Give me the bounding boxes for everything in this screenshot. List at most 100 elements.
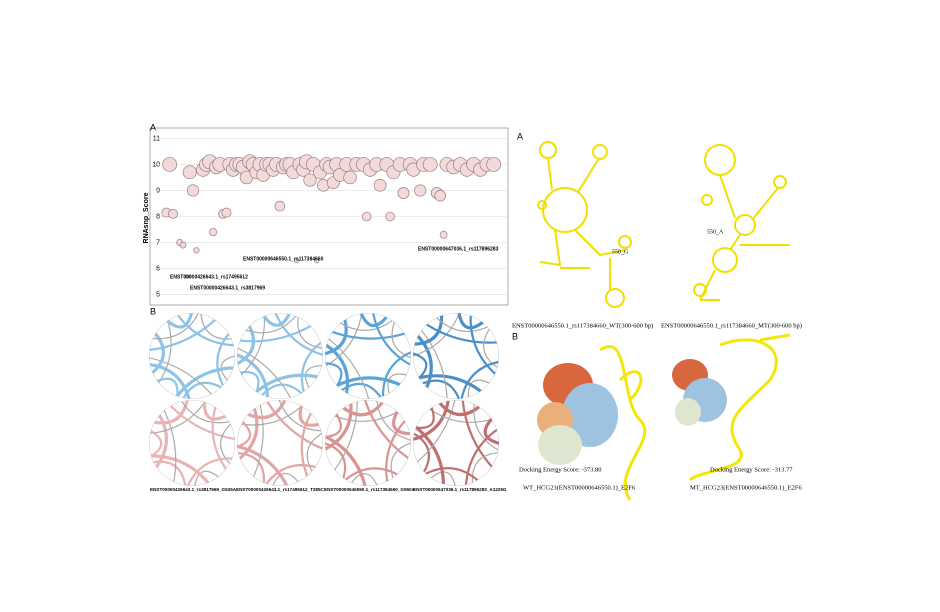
arc xyxy=(342,401,384,417)
panel-label: B xyxy=(150,306,156,316)
arc xyxy=(457,313,484,330)
arc xyxy=(387,373,407,394)
arc xyxy=(414,315,444,346)
arc xyxy=(413,352,428,379)
arc-diagrams xyxy=(149,313,499,486)
point xyxy=(486,157,502,172)
arc xyxy=(334,411,398,422)
arc xyxy=(166,313,194,329)
arc xyxy=(413,313,460,357)
arc xyxy=(175,366,234,398)
point xyxy=(343,170,357,185)
arc xyxy=(328,338,370,399)
arc xyxy=(426,323,497,344)
arc xyxy=(150,401,206,434)
arc xyxy=(239,324,312,343)
arc xyxy=(331,330,406,340)
arc-label: ENST00000647036.1_rs117896283_A1229G xyxy=(413,487,507,492)
arc xyxy=(298,405,320,427)
arc xyxy=(416,400,456,463)
point xyxy=(439,230,448,239)
arc xyxy=(421,329,448,399)
arc xyxy=(177,314,234,347)
arc xyxy=(416,335,433,389)
arc xyxy=(363,400,409,460)
point xyxy=(193,247,200,254)
arc xyxy=(154,400,189,425)
arc xyxy=(325,413,342,439)
arc xyxy=(155,414,168,468)
docking-caption: MT_HCG23(ENST00000646550.1)_E2F6 xyxy=(690,484,803,491)
text-labels: ENST00000426643.1_rs3817969_G535A ENST000… xyxy=(150,229,803,492)
arc-diagram xyxy=(149,313,235,399)
arc xyxy=(255,373,318,394)
arc xyxy=(461,400,493,468)
arc xyxy=(376,400,411,441)
y-tick-label: 9 xyxy=(156,187,160,194)
arc xyxy=(163,409,177,483)
arc xyxy=(152,313,199,340)
arc-diagram xyxy=(413,400,499,486)
arc xyxy=(391,321,411,359)
point xyxy=(187,274,192,279)
arc-circle xyxy=(325,400,411,486)
arc xyxy=(169,404,235,441)
arc xyxy=(344,467,398,481)
arc xyxy=(438,402,481,417)
point xyxy=(162,157,178,172)
arc xyxy=(181,400,230,424)
arc-diagram xyxy=(237,313,323,399)
arc xyxy=(240,371,260,393)
annotation: ENST00000426643.1_rs3817969 xyxy=(190,285,265,291)
arc xyxy=(460,360,499,399)
arc-diagram xyxy=(413,313,499,399)
arc xyxy=(436,317,488,332)
point xyxy=(179,241,187,249)
point xyxy=(274,200,286,212)
panel-label: A xyxy=(517,131,523,141)
mutation-label: 550_A xyxy=(707,229,724,235)
arc xyxy=(304,365,322,388)
arc xyxy=(220,423,232,464)
arc xyxy=(340,320,393,331)
arc xyxy=(418,374,482,393)
arc xyxy=(237,421,252,448)
arc xyxy=(237,444,289,486)
point xyxy=(294,258,300,264)
arc xyxy=(325,313,363,367)
arc xyxy=(150,429,163,458)
arc xyxy=(238,407,259,460)
arc xyxy=(413,400,450,441)
panel-label: B xyxy=(512,331,518,341)
arc-diagram xyxy=(237,400,323,486)
arc-label: ENST00000646550.1_rs117384660_G550A xyxy=(324,487,416,492)
arc xyxy=(278,400,322,432)
arc xyxy=(202,401,227,421)
arc xyxy=(429,408,493,423)
arc xyxy=(414,425,446,485)
arc xyxy=(464,428,498,485)
arc xyxy=(359,313,388,328)
point xyxy=(373,178,387,192)
arc xyxy=(216,333,230,387)
point xyxy=(361,211,372,222)
arc xyxy=(237,353,270,398)
arc xyxy=(415,407,435,429)
arc xyxy=(262,313,291,327)
arc xyxy=(247,400,287,420)
arc xyxy=(469,315,496,375)
arc xyxy=(241,405,303,426)
structure-caption: ENST00000646550.1_rs117384660_WT(300-600… xyxy=(512,322,653,329)
arc xyxy=(300,412,312,477)
arc xyxy=(240,315,266,376)
arc xyxy=(156,377,179,397)
arc xyxy=(372,313,411,366)
arc xyxy=(325,343,350,394)
arc xyxy=(245,315,297,334)
point xyxy=(414,184,427,197)
docking-score: Docking Energy Score: -313.77 xyxy=(710,466,793,473)
arc xyxy=(334,401,358,471)
arc xyxy=(381,351,411,397)
point xyxy=(314,258,320,264)
y-tick-label: 11 xyxy=(153,135,160,142)
